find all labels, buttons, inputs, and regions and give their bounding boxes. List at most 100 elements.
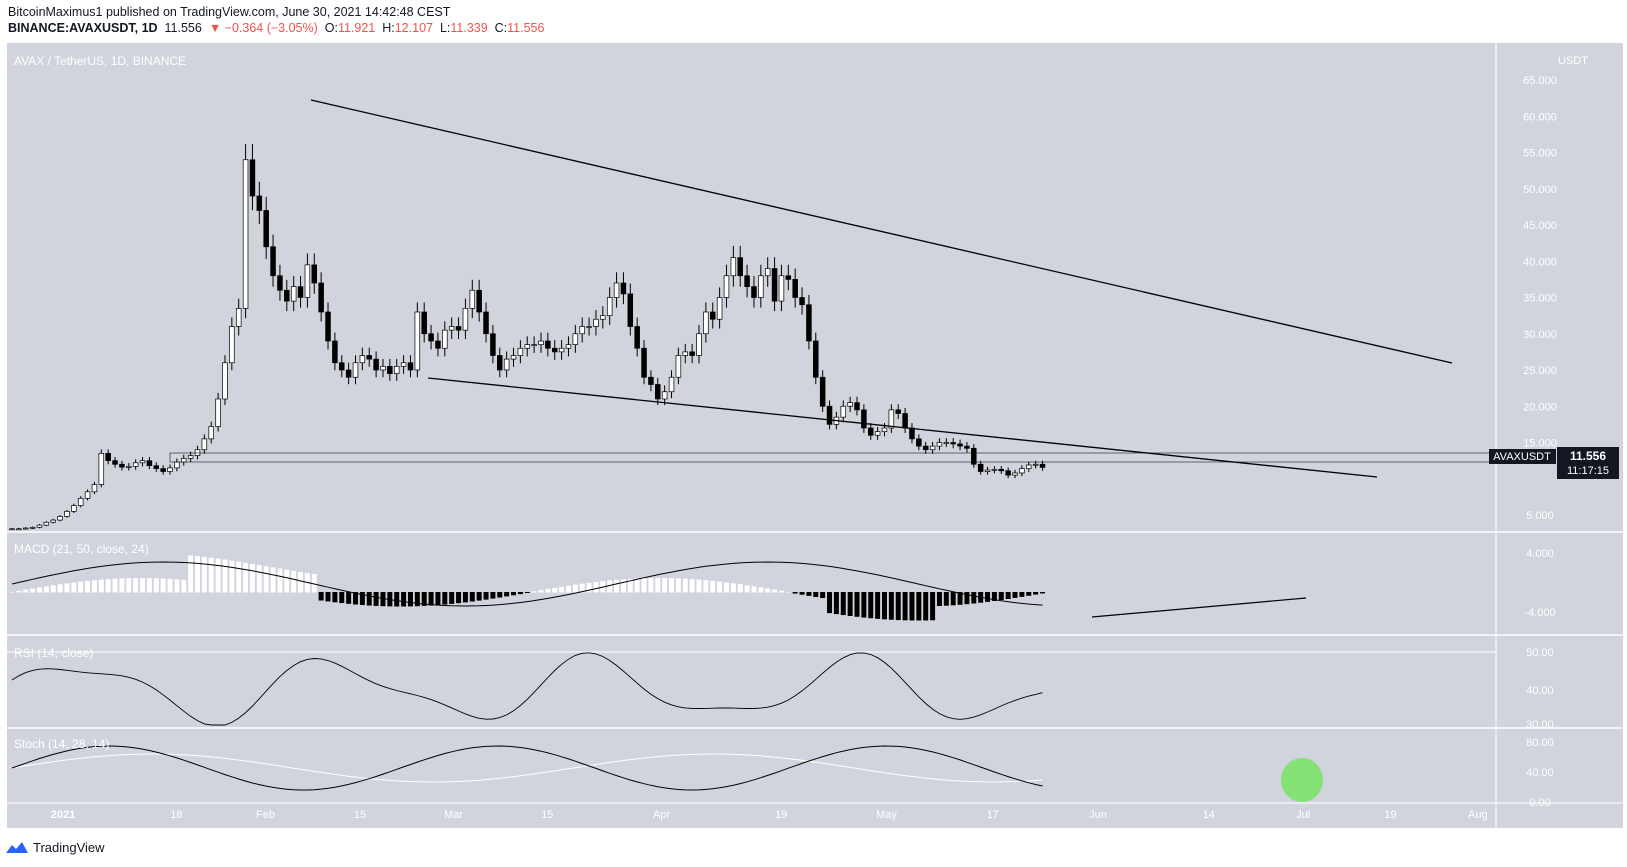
candle-body: [874, 431, 881, 436]
price-tick: 50.000: [1523, 184, 1557, 196]
macd-bar: [655, 578, 661, 593]
macd-bar: [222, 559, 228, 593]
stoch-tick: 0.00: [1529, 797, 1550, 809]
macd-bar: [916, 592, 922, 621]
macd-bar: [538, 590, 544, 593]
candle-body: [977, 463, 984, 472]
candle-body: [167, 467, 173, 472]
candle-body: [304, 264, 311, 298]
macd-bar: [64, 583, 70, 593]
macd-bar: [964, 592, 970, 605]
macd-bar: [991, 592, 997, 601]
candle-body: [112, 460, 118, 465]
macd-bar: [717, 581, 723, 593]
price-tick: 55.000: [1523, 148, 1557, 160]
macd-bar: [256, 565, 262, 593]
candle-body: [57, 516, 63, 521]
candle-body: [675, 355, 682, 378]
candle-body: [387, 366, 393, 374]
candle-body: [689, 351, 695, 356]
candle-body: [393, 366, 400, 374]
candle-body: [826, 405, 833, 425]
stoch-tick: 40.00: [1526, 767, 1554, 779]
main-pane[interactable]: [7, 43, 1496, 828]
macd-bar: [634, 578, 640, 593]
macd-bar: [689, 579, 695, 593]
candle-body: [593, 318, 599, 327]
macd-bar: [572, 584, 578, 593]
candle-body: [723, 275, 730, 298]
candle-body: [126, 466, 132, 468]
candle-body: [565, 344, 572, 349]
macd-bar: [153, 578, 159, 593]
macd-bar: [43, 586, 49, 593]
candle-body: [854, 402, 860, 411]
macd-bar: [318, 592, 324, 601]
candle-body: [661, 391, 668, 400]
candle-body: [819, 376, 826, 407]
time-axis-panel[interactable]: [7, 803, 1496, 828]
macd-bar: [284, 569, 290, 593]
candle-body: [36, 524, 43, 528]
candle-body: [194, 449, 201, 456]
macd-bar: [476, 592, 482, 601]
axes: 65.000 60.000 55.000 50.000 45.000 40.000 35.0…: [51, 75, 1557, 821]
candle-body: [29, 526, 36, 529]
candle-body: [490, 333, 496, 356]
macd-bar: [641, 578, 647, 593]
candle-body: [373, 358, 379, 371]
candle-body: [469, 289, 476, 309]
rsi-tick: 40.00: [1526, 685, 1554, 697]
candle-body: [448, 326, 455, 331]
macd-bar: [923, 592, 929, 621]
macd-bar: [243, 562, 249, 593]
macd-bar: [559, 586, 565, 593]
macd-bar: [806, 592, 812, 596]
candle-body: [263, 210, 269, 248]
macd-bar: [401, 592, 407, 607]
candle-body: [455, 326, 462, 331]
symbol-label: BINANCE:AVAXUSDT, 1D: [8, 21, 158, 35]
macd-bar: [435, 592, 441, 606]
macd-bar: [215, 558, 221, 593]
candle-body: [867, 427, 874, 436]
candle-body: [229, 326, 235, 364]
macd-bar: [847, 592, 853, 616]
macd-tick: 4.000: [1526, 548, 1554, 560]
macd-line: [11, 561, 1043, 607]
macd-bar: [181, 579, 187, 593]
candle-body: [208, 426, 214, 440]
macd-bar: [57, 584, 63, 593]
candle-body: [174, 461, 180, 469]
time-tick: Aug: [1468, 809, 1488, 821]
candle-body: [792, 279, 798, 298]
candle-body: [476, 289, 482, 313]
candle-body: [895, 409, 901, 414]
highlight-circle: [1281, 758, 1323, 802]
macd-bar: [126, 578, 132, 593]
macd-bar: [758, 587, 764, 593]
open-label: O:: [324, 21, 338, 35]
macd-bar: [174, 579, 180, 593]
time-tick: 17: [987, 809, 999, 821]
macd-bar: [675, 578, 681, 593]
price-axis-panel[interactable]: [1496, 43, 1623, 828]
macd-bar: [840, 592, 846, 616]
candle-body: [648, 376, 654, 385]
candle-body: [98, 453, 105, 485]
macd-bar: [930, 592, 936, 621]
macd-bar: [249, 563, 255, 593]
macd-bar: [188, 555, 194, 593]
candle-body: [256, 195, 263, 211]
candle-body: [421, 311, 427, 335]
candle-body: [916, 438, 922, 447]
candle-body: [696, 333, 702, 356]
candle-body: [909, 427, 915, 440]
macd-bar: [98, 579, 104, 593]
candle-body: [600, 315, 606, 320]
time-tick: 14: [1203, 809, 1215, 821]
macd-bar: [229, 560, 235, 593]
candle-body: [160, 468, 166, 472]
macd-bar: [78, 581, 84, 593]
